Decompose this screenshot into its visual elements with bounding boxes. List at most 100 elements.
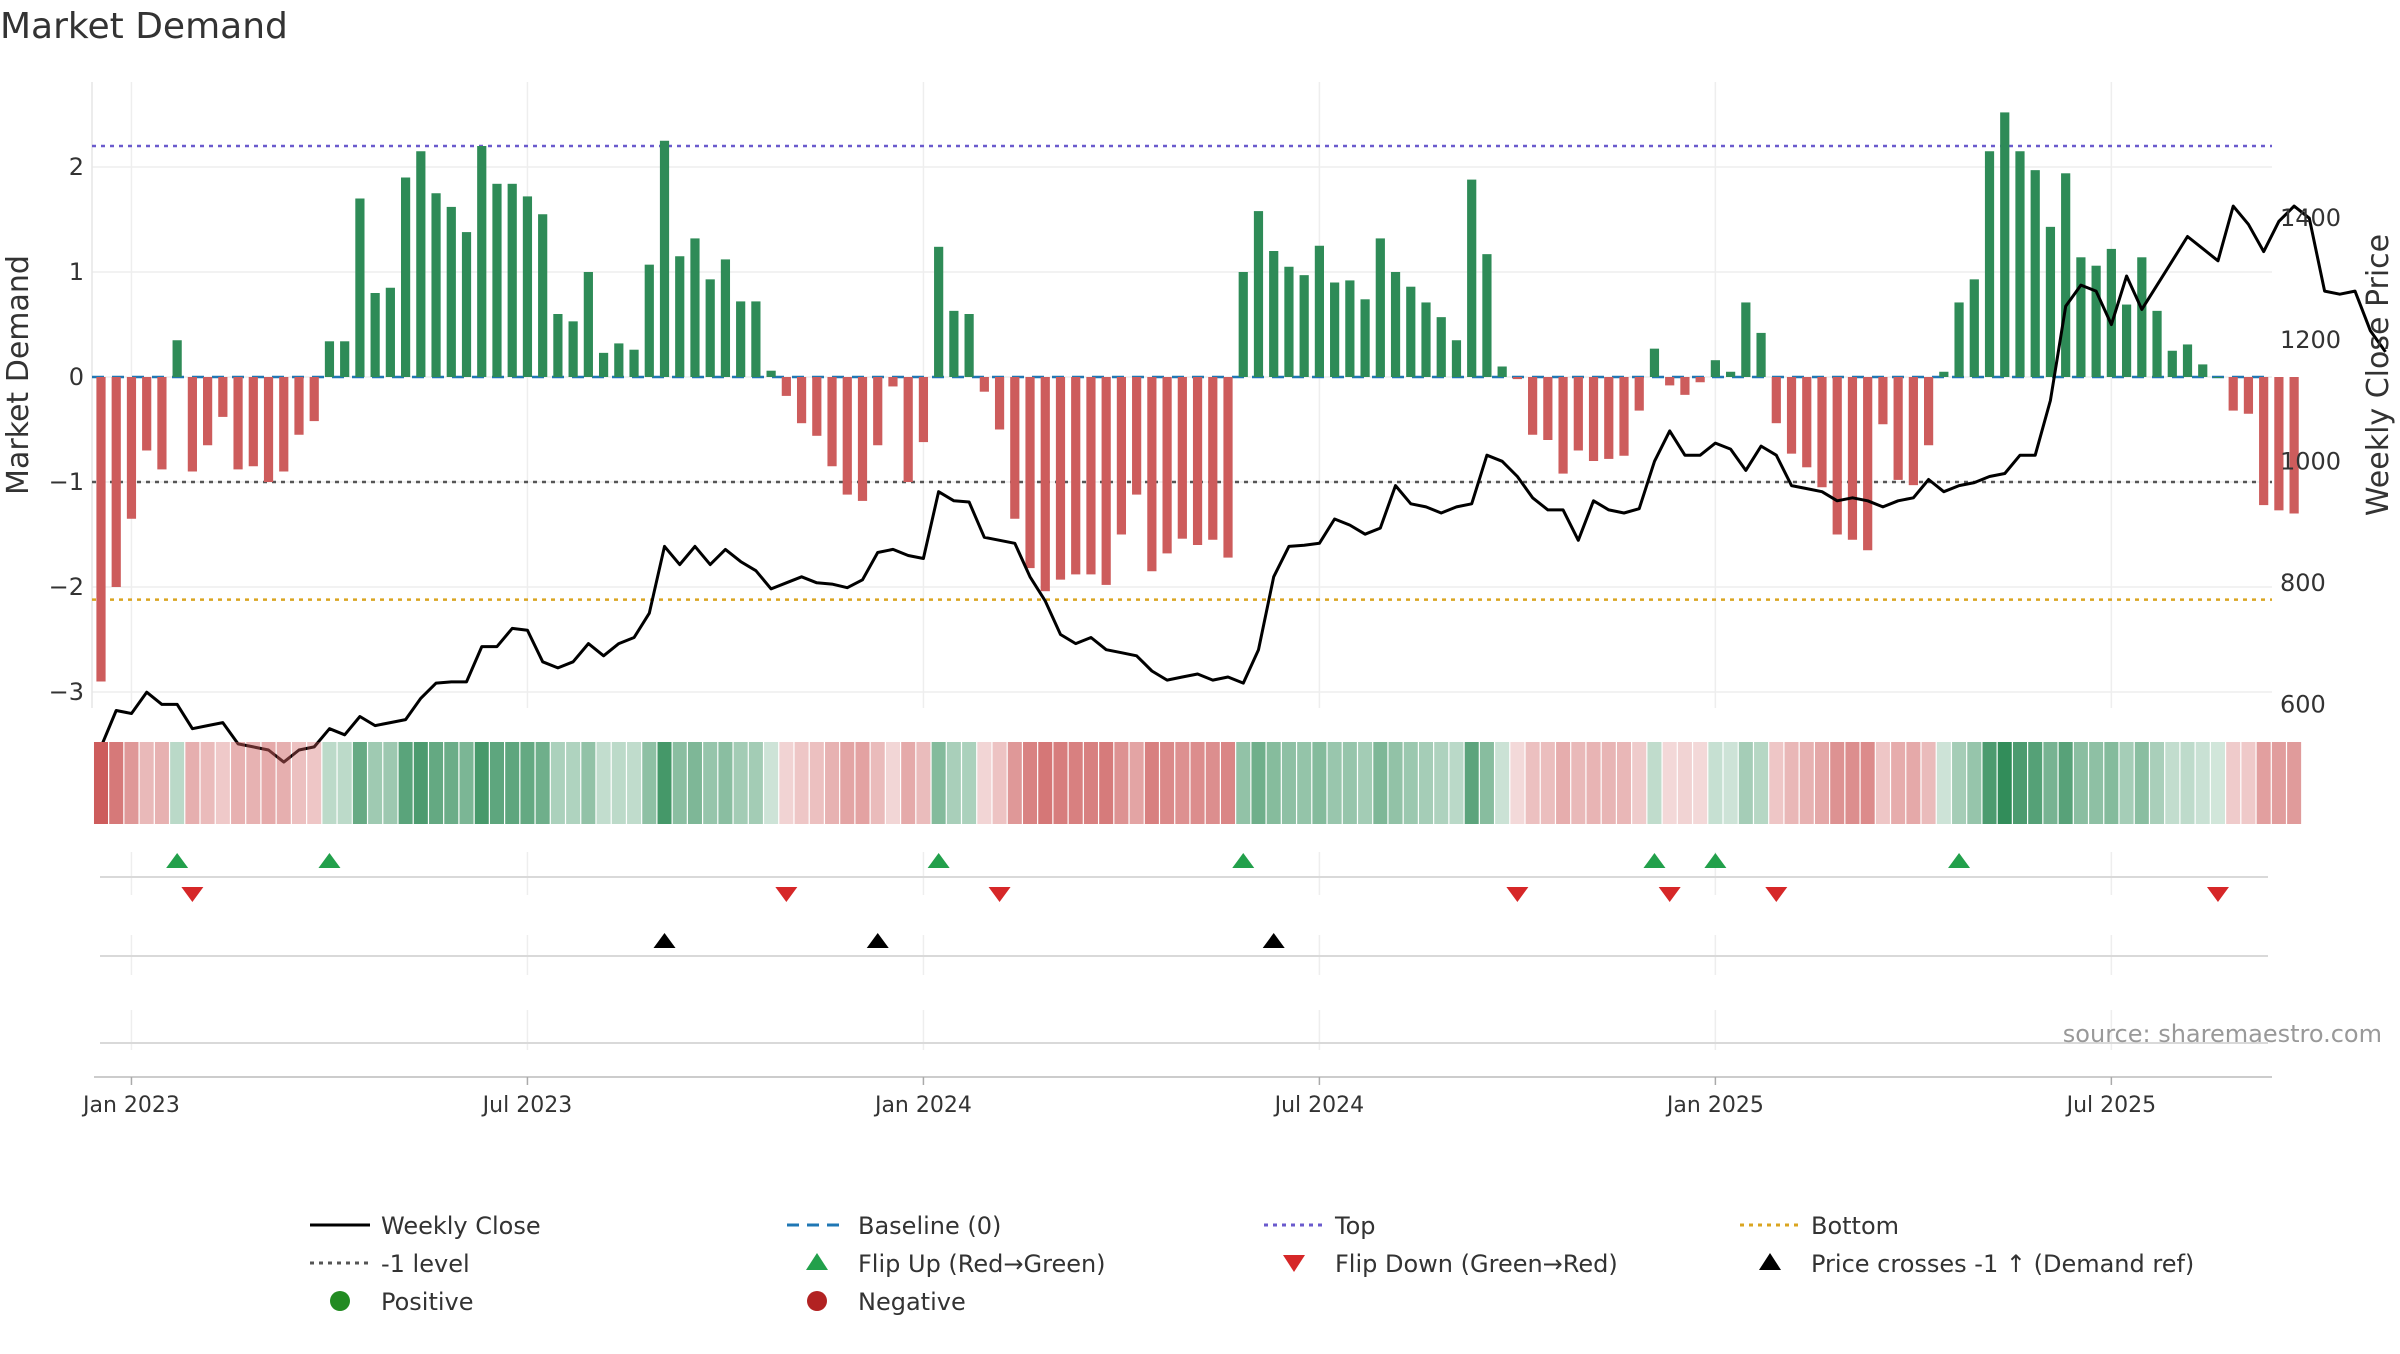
demand-bar	[553, 314, 563, 377]
demand-bar	[1634, 377, 1644, 411]
strip-cell	[1738, 742, 1753, 824]
demand-bar	[1573, 377, 1583, 451]
demand-bar	[1497, 366, 1507, 377]
demand-bar	[279, 377, 289, 472]
strip-cell	[1586, 742, 1601, 824]
strip-cell	[413, 742, 428, 824]
demand-bar	[1756, 332, 1766, 377]
demand-bar	[1726, 371, 1736, 377]
strip-cell	[916, 742, 931, 824]
strip-cell	[2210, 742, 2225, 824]
demand-bar	[2182, 344, 2193, 377]
strip-cell	[2195, 742, 2210, 824]
strip-cell	[1312, 742, 1327, 824]
demand-bar	[461, 232, 472, 377]
legend-item: Price crosses -1 ↑ (Demand ref)	[1759, 1250, 2194, 1278]
strip-cell	[93, 742, 109, 824]
strip-cell	[231, 742, 246, 824]
demand-bar	[1208, 377, 1218, 540]
strip-cell	[322, 742, 337, 824]
demand-bar	[1436, 317, 1446, 377]
strip-cell	[2012, 742, 2027, 824]
demand-bar	[1695, 377, 1705, 383]
strip-cell	[368, 742, 383, 824]
strip-cell	[1053, 742, 1068, 824]
strip-cell	[1693, 742, 1708, 824]
demand-bar	[416, 151, 426, 377]
legend-label: Weekly Close	[381, 1212, 541, 1240]
strip-cell	[459, 742, 474, 824]
flip-up-marker	[1232, 853, 1255, 868]
flip-up-marker	[1948, 853, 1971, 868]
demand-bar	[385, 287, 395, 377]
strip-cell	[154, 742, 169, 824]
legend-swatch	[807, 1291, 827, 1311]
strip-cell	[672, 742, 687, 824]
demand-bar	[2106, 248, 2116, 377]
demand-bar	[675, 256, 685, 377]
demand-bar	[1786, 377, 1797, 454]
demand-bar	[1482, 254, 1492, 377]
legend-label: Negative	[858, 1288, 966, 1316]
strip-cell	[2271, 742, 2286, 824]
demand-bar	[1360, 299, 1370, 377]
demand-bar	[1832, 377, 1842, 535]
demand-bar	[340, 341, 350, 377]
demand-bar	[2061, 173, 2071, 377]
strip-cell	[1099, 742, 1114, 824]
source-credit: source: sharemaestro.com	[2063, 1020, 2382, 1048]
legend-item: Flip Down (Green→Red)	[1283, 1250, 1618, 1278]
demand-bar	[1055, 377, 1066, 580]
legend-swatch	[1283, 1255, 1305, 1272]
strip-cell	[1464, 742, 1479, 824]
y-right-tick-label: 1000	[2280, 447, 2341, 475]
demand-bar	[172, 340, 182, 377]
legend: Weekly Close Baseline (0) Top Bottom -1 leve…	[310, 1212, 2194, 1316]
legend-item: -1 level	[310, 1250, 470, 1278]
strip-cell	[1160, 742, 1175, 824]
demand-bar	[1817, 377, 1827, 488]
demand-bar	[1299, 275, 1309, 377]
demand-bar	[1588, 377, 1599, 461]
demand-bar	[629, 349, 639, 377]
strip-cell	[383, 742, 398, 824]
strip-cell	[657, 742, 672, 824]
strip-cell	[1982, 742, 1997, 824]
demand-bar	[644, 264, 654, 377]
strip-cell	[1479, 742, 1494, 824]
demand-bar	[1086, 377, 1096, 575]
y-axis-left-label: Market Demand	[1, 255, 36, 495]
strip-cell	[764, 742, 779, 824]
demand-bar	[781, 377, 791, 396]
strip-cell	[1571, 742, 1586, 824]
strip-cell	[596, 742, 611, 824]
strip-cell	[170, 742, 185, 824]
legend-item: Flip Up (Red→Green)	[806, 1250, 1106, 1278]
demand-bar	[1924, 377, 1934, 446]
demand-bar	[294, 377, 304, 435]
strip-cell	[2104, 742, 2119, 824]
strip-cell	[1708, 742, 1723, 824]
demand-bar	[401, 177, 411, 377]
signal-markers	[100, 852, 2268, 1050]
legend-label: Positive	[381, 1288, 474, 1316]
strip-cell	[139, 742, 154, 824]
strip-cell	[2165, 742, 2180, 824]
demand-bar	[1269, 251, 1279, 377]
demand-bar	[507, 183, 517, 377]
strip-cell	[1007, 742, 1022, 824]
strip-cell	[1266, 742, 1281, 824]
strip-cell	[261, 742, 276, 824]
demand-bar	[187, 377, 197, 472]
price-cross-marker	[1262, 933, 1285, 948]
strip-cell	[1814, 742, 1830, 824]
strip-cell	[535, 742, 550, 824]
demand-bar	[1771, 377, 1781, 424]
flip-up-marker	[1704, 853, 1727, 868]
demand-bar	[1101, 377, 1111, 585]
demand-bar	[598, 352, 609, 377]
strip-cell	[566, 742, 581, 824]
x-tick-label: Jul 2023	[481, 1093, 573, 1118]
strip-cell	[185, 742, 200, 824]
legend-item: Top	[1264, 1212, 1376, 1240]
